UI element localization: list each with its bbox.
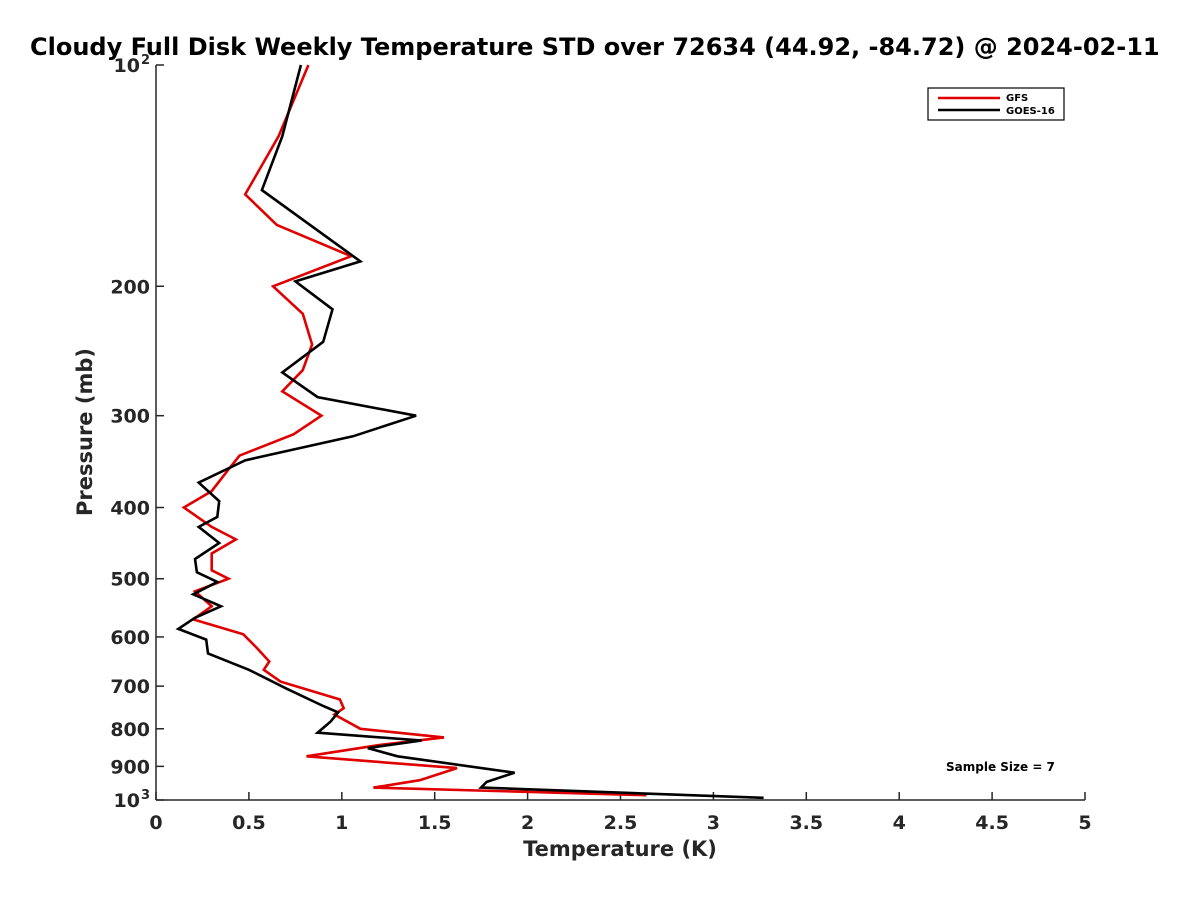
x-tick-label: 3.5 xyxy=(789,812,823,834)
series-layer xyxy=(175,64,764,800)
x-axis-label: Temperature (K) xyxy=(523,837,717,861)
x-tick-label: 4 xyxy=(893,812,906,834)
x-tick-label: 2 xyxy=(521,812,534,834)
y-tick-label: 900 xyxy=(110,756,150,778)
series-line-gfs xyxy=(181,64,647,797)
y-tick-label: 500 xyxy=(110,569,150,591)
x-tick-label: 4.5 xyxy=(975,812,1009,834)
y-tick-label: 10 xyxy=(114,790,140,812)
y-tick-label: 700 xyxy=(110,676,150,698)
series-line-goes-16 xyxy=(175,64,764,800)
legend-label-gfs: GFS xyxy=(1006,93,1028,104)
x-tick-label: 1.5 xyxy=(418,812,452,834)
y-axis-label: Pressure (mb) xyxy=(73,348,97,516)
x-tick-label: 5 xyxy=(1078,812,1091,834)
legend-label-goes16: GOES-16 xyxy=(1006,106,1055,117)
y-tick-label: 10 xyxy=(114,55,140,77)
x-tick-label: 1 xyxy=(335,812,348,834)
x-tick-label: 0 xyxy=(149,812,162,834)
y-tick-label: 800 xyxy=(110,719,150,741)
y-tick-exponent: 2 xyxy=(141,53,150,68)
legend-box xyxy=(927,87,1065,121)
y-tick-label: 300 xyxy=(110,406,150,428)
x-tick-label: 3 xyxy=(707,812,720,834)
x-ticks: 0 0.5 1 1.5 2 2.5 3 3.5 4 4.5 5 xyxy=(149,792,1092,834)
x-tick-label: 2.5 xyxy=(604,812,638,834)
x-tick-label: 0.5 xyxy=(232,812,266,834)
sample-size-annotation: Sample Size = 7 xyxy=(946,760,1055,774)
y-tick-label: 200 xyxy=(110,276,150,298)
y-tick-label: 400 xyxy=(110,498,150,520)
y-tick-exponent: 3 xyxy=(141,788,150,803)
y-tick-label: 600 xyxy=(110,627,150,649)
chart-title: Cloudy Full Disk Weekly Temperature STD … xyxy=(30,33,1160,61)
legend: GFS GOES-16 xyxy=(927,87,1065,121)
